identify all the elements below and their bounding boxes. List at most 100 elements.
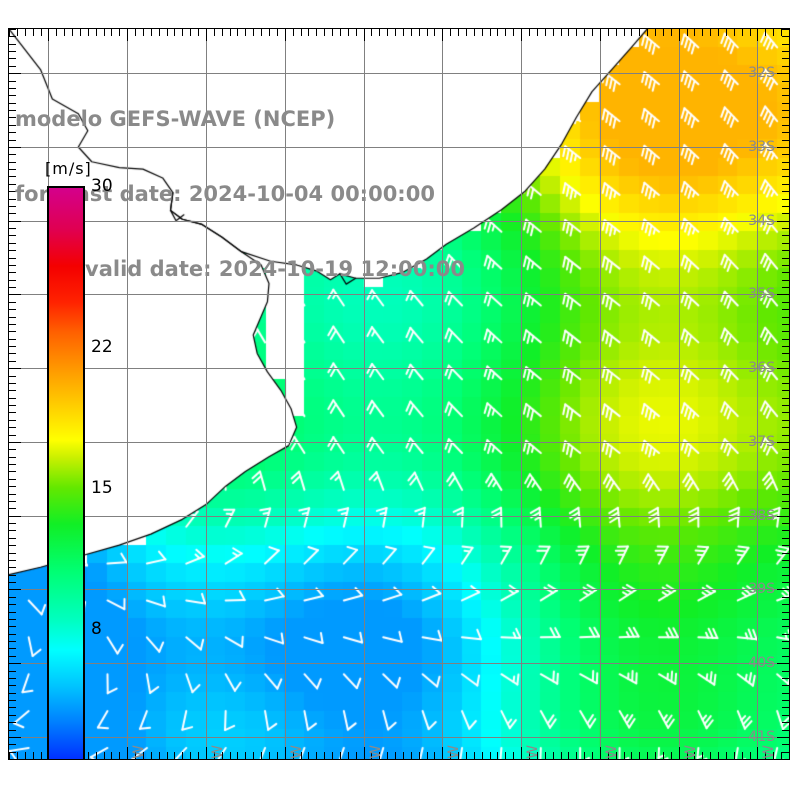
x-axis-tick-top <box>482 29 483 36</box>
y-axis-tick-left <box>9 523 16 524</box>
y-axis-tick-left <box>9 464 16 465</box>
colorbar-tick-label: 22 <box>91 337 113 358</box>
y-axis-tick <box>782 612 789 613</box>
x-axis-tick-top <box>17 29 18 36</box>
graticule-meridian <box>757 29 758 759</box>
y-axis-tick <box>782 567 789 568</box>
graticule-meridian <box>206 29 207 759</box>
y-axis-tick-left <box>9 221 21 222</box>
y-axis-tick <box>782 184 789 185</box>
y-axis-tick <box>782 228 789 229</box>
y-axis-tick-left <box>9 147 21 148</box>
x-axis-tick-top <box>529 29 530 36</box>
x-axis-tick-top <box>553 29 554 36</box>
y-axis-tick-left <box>9 582 16 583</box>
x-axis-tick <box>450 752 451 759</box>
y-axis-tick-left <box>9 449 16 450</box>
y-axis-tick <box>782 199 789 200</box>
y-axis-tick <box>782 730 789 731</box>
y-axis-tick <box>782 398 789 399</box>
x-axis-tick-top <box>537 29 538 36</box>
y-axis-tick-left <box>9 243 16 244</box>
x-axis-tick-top <box>450 29 451 36</box>
y-axis-tick-left <box>9 722 16 723</box>
x-axis-tick <box>411 752 412 759</box>
y-axis-tick <box>782 420 789 421</box>
y-axis-tick-left <box>9 250 16 251</box>
x-axis-tick <box>647 752 648 759</box>
y-axis-tick <box>782 405 789 406</box>
x-axis-tick-top <box>624 29 625 36</box>
x-axis-tick-top <box>387 29 388 36</box>
x-axis-tick <box>521 747 522 759</box>
y-axis-tick <box>782 36 789 37</box>
x-axis-tick-top <box>458 29 459 36</box>
x-axis-tick <box>277 752 278 759</box>
y-axis-tick <box>782 648 789 649</box>
y-axis-tick <box>782 722 789 723</box>
y-axis-tick <box>782 435 789 436</box>
x-axis-tick-top <box>151 29 152 36</box>
x-axis-tick-top <box>742 29 743 36</box>
x-axis-tick <box>757 747 758 759</box>
y-axis-tick <box>782 538 789 539</box>
y-axis-tick-left <box>9 199 16 200</box>
y-axis-tick <box>782 81 789 82</box>
graticule-parallel <box>9 368 789 369</box>
x-axis-tick <box>513 752 514 759</box>
y-axis-tick-left <box>9 154 16 155</box>
x-axis-tick <box>371 752 372 759</box>
x-axis-tick-top <box>348 29 349 36</box>
y-axis-tick-left <box>9 309 16 310</box>
y-axis-tick-left <box>9 162 16 163</box>
x-axis-tick-top <box>442 29 443 41</box>
y-axis-tick <box>782 272 789 273</box>
y-axis-tick <box>782 66 789 67</box>
x-axis-tick <box>742 752 743 759</box>
x-axis-tick <box>553 752 554 759</box>
x-axis-tick <box>214 752 215 759</box>
y-axis-tick-left <box>9 95 16 96</box>
graticule-meridian <box>285 29 286 759</box>
x-axis-tick <box>545 752 546 759</box>
y-axis-tick <box>782 752 789 753</box>
x-axis-tick-top <box>80 29 81 36</box>
y-axis-tick-left <box>9 368 21 369</box>
y-axis-tick-left <box>9 317 16 318</box>
y-axis-tick <box>782 508 789 509</box>
x-axis-tick-top <box>608 29 609 36</box>
x-axis-tick <box>600 747 601 759</box>
x-axis-tick-top <box>561 29 562 36</box>
y-axis-tick <box>782 449 789 450</box>
y-axis-tick <box>782 582 789 583</box>
graticule-meridian <box>679 29 680 759</box>
colorbar-tick-label: 15 <box>91 478 113 498</box>
x-axis-tick-top <box>702 29 703 36</box>
x-axis-tick <box>9 752 10 759</box>
x-axis-tick-top <box>25 29 26 36</box>
x-axis-tick <box>324 752 325 759</box>
x-axis-tick-top <box>687 29 688 36</box>
x-axis-tick <box>356 752 357 759</box>
x-axis-tick <box>608 752 609 759</box>
x-axis-tick-top <box>56 29 57 36</box>
y-axis-tick-left <box>9 427 16 428</box>
y-axis-tick-left <box>9 442 21 443</box>
x-axis-tick <box>88 752 89 759</box>
y-axis-tick-left <box>9 744 16 745</box>
x-axis-tick <box>17 752 18 759</box>
colorbar-unit-label: [m/s] <box>45 159 92 178</box>
y-axis-tick <box>782 243 789 244</box>
x-axis-tick <box>505 752 506 759</box>
x-axis-tick <box>379 752 380 759</box>
y-axis-tick <box>782 353 789 354</box>
y-axis-tick <box>777 73 789 74</box>
x-axis-tick <box>765 752 766 759</box>
y-axis-tick <box>782 412 789 413</box>
x-axis-tick-top <box>237 29 238 36</box>
x-axis-tick <box>253 752 254 759</box>
x-axis-tick <box>561 752 562 759</box>
y-axis-tick-left <box>9 110 16 111</box>
y-axis-tick-left <box>9 117 16 118</box>
y-axis-tick-left <box>9 103 16 104</box>
